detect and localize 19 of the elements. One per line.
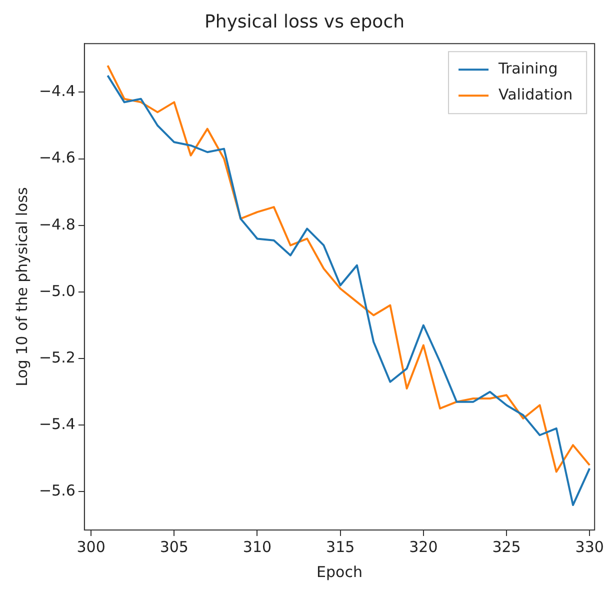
- y-tick-label: −4.4: [38, 82, 76, 100]
- x-tick-label: 315: [326, 538, 355, 556]
- y-axis-title: Log 10 of the physical loss: [12, 186, 31, 386]
- x-tick-label: 330: [575, 538, 604, 556]
- x-tick-label: 320: [409, 538, 438, 556]
- legend-label: Validation: [498, 85, 573, 104]
- x-tick-label: 310: [242, 538, 272, 556]
- y-tick-label: −4.6: [38, 148, 76, 167]
- y-tick-label: −4.8: [38, 215, 76, 234]
- y-tick-label: −5.0: [38, 282, 76, 300]
- x-tick-label: 300: [76, 538, 106, 556]
- legend-label: Training: [498, 59, 558, 78]
- x-tick-label: 305: [160, 538, 188, 556]
- y-tick-label: −5.4: [38, 415, 76, 434]
- x-tick-label: 325: [492, 538, 521, 556]
- y-tick-label: −5.2: [38, 348, 76, 366]
- chart-title: Physical loss vs epoch: [204, 11, 405, 32]
- x-axis-title: Epoch: [316, 562, 362, 581]
- y-tick-label: −5.6: [38, 482, 76, 500]
